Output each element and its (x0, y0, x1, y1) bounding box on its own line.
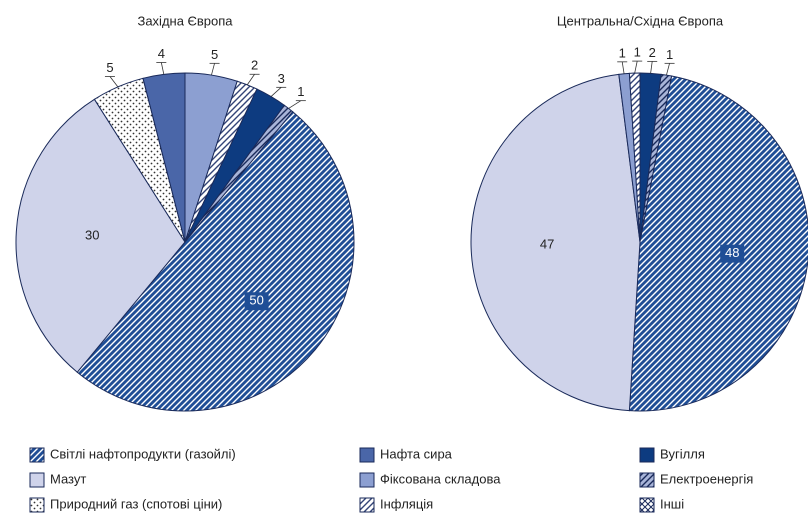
value-label: 5 (211, 47, 218, 62)
leader-line (666, 63, 670, 76)
value-label: 48 (725, 245, 739, 260)
legend-label: Інфляція (380, 496, 433, 511)
value-label: 4 (158, 46, 165, 61)
leader-line (650, 61, 653, 74)
value-label: 2 (649, 45, 656, 60)
leader-line (621, 61, 625, 74)
value-label: 2 (251, 58, 258, 73)
leader-line (160, 62, 165, 75)
value-label: 1 (619, 45, 626, 60)
label-box (244, 292, 269, 311)
leader-line (634, 61, 638, 74)
legend-swatch (359, 472, 375, 488)
legend-swatch (359, 447, 375, 463)
value-label: 30 (85, 228, 99, 243)
legend-label: Вугілля (660, 446, 705, 461)
legend-label: Нафта сира (380, 446, 453, 461)
legend: Світлі нафтопродукти (газойлі) Мазут Приро… (29, 446, 753, 513)
pie-slice (628, 72, 641, 243)
legend-label: Мазут (50, 471, 86, 486)
pie-slice (470, 73, 641, 412)
leader-line (109, 76, 119, 88)
value-label: 47 (540, 236, 554, 251)
legend-label: Електроенергія (660, 471, 753, 486)
legend-swatch (639, 497, 655, 513)
legend-swatch (639, 447, 655, 463)
legend-label: Інші (660, 496, 684, 511)
chart-title: Центральна/Східна Європа (557, 13, 724, 28)
value-label: 50 (249, 293, 263, 308)
legend-swatch (639, 472, 655, 488)
leader-line (211, 63, 215, 76)
pie-slice (15, 98, 186, 373)
value-label: 1 (666, 47, 673, 62)
legend-label: Фіксована складова (380, 471, 501, 486)
legend-swatch (29, 472, 45, 488)
leader-line (288, 100, 302, 109)
leader-line (246, 74, 255, 86)
label-box (720, 244, 745, 263)
value-label: 1 (297, 84, 304, 99)
legend-label: Природний газ (спотові ціни) (50, 496, 222, 511)
legend-label: Світлі нафтопродукти (газойлі) (50, 446, 236, 461)
legend-swatch (29, 497, 45, 513)
value-label: 1 (634, 45, 641, 60)
legend-swatch (29, 447, 45, 463)
pie-slice (76, 111, 355, 412)
pies: Західна Європа5030523154Центральна/Східн… (15, 13, 808, 412)
leader-line (270, 87, 282, 97)
legend-swatch (359, 497, 375, 513)
chart-title: Західна Європа (137, 13, 233, 28)
value-label: 5 (106, 60, 113, 75)
value-label: 3 (278, 71, 285, 86)
